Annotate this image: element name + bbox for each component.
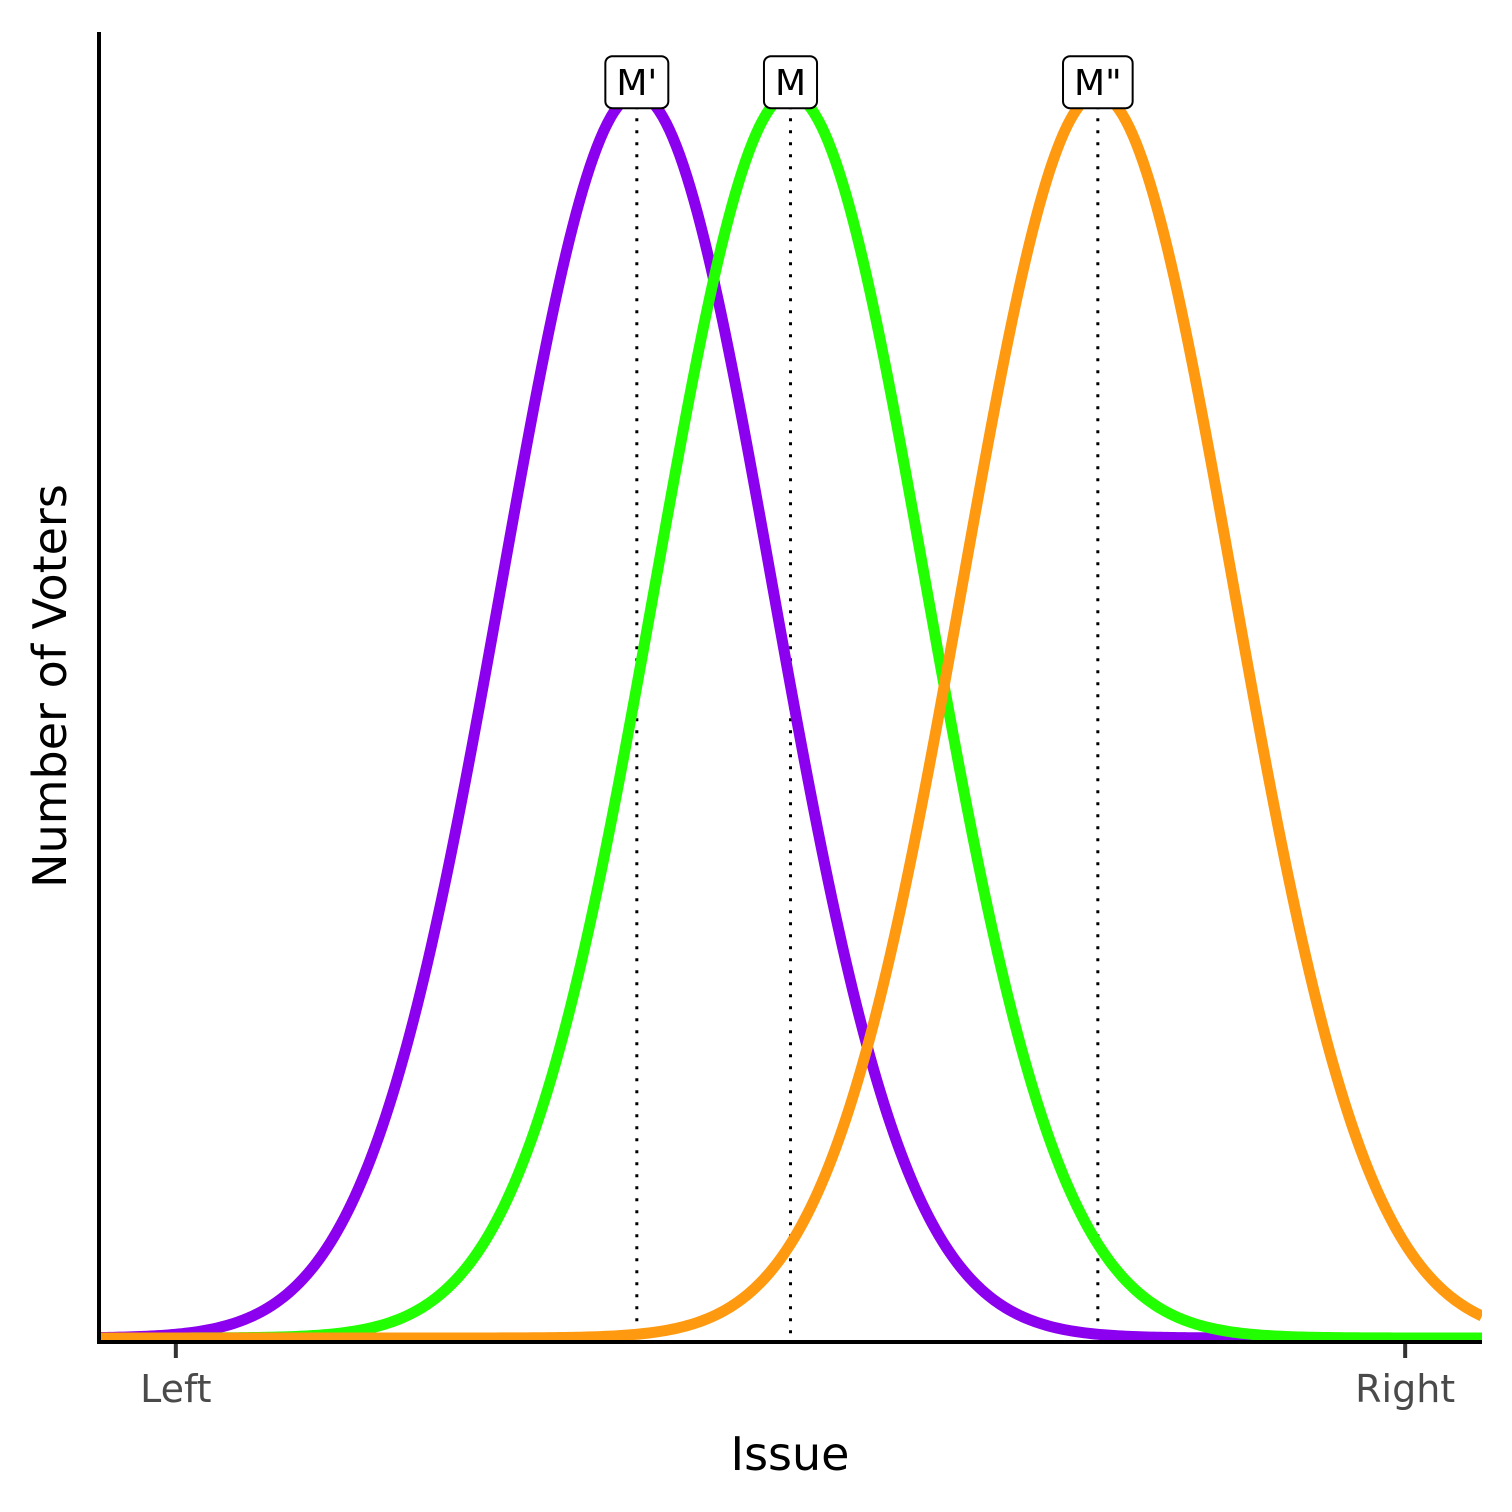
plot-layer: M' M M" — [99, 55, 1482, 1342]
median-label-text: M" — [1074, 63, 1122, 104]
x-tick-label: Left — [140, 1367, 212, 1411]
median-label-text: M' — [616, 63, 657, 104]
median-label: M" — [1062, 55, 1134, 110]
x-tick-label: Right — [1355, 1367, 1455, 1411]
median-label-box — [1062, 55, 1134, 110]
median-label-box — [762, 55, 819, 110]
median-label: M — [762, 55, 819, 110]
median-label: M' — [604, 55, 670, 110]
series-line-3 — [99, 88, 1482, 1342]
median-label-text: M — [775, 63, 806, 104]
y-axis-title: Number of Voters — [23, 484, 77, 888]
series-group — [99, 88, 1482, 1342]
x-ticks: Left Right — [140, 1344, 1455, 1411]
x-axis-title: Issue — [731, 1427, 850, 1481]
median-label-box — [604, 55, 670, 110]
